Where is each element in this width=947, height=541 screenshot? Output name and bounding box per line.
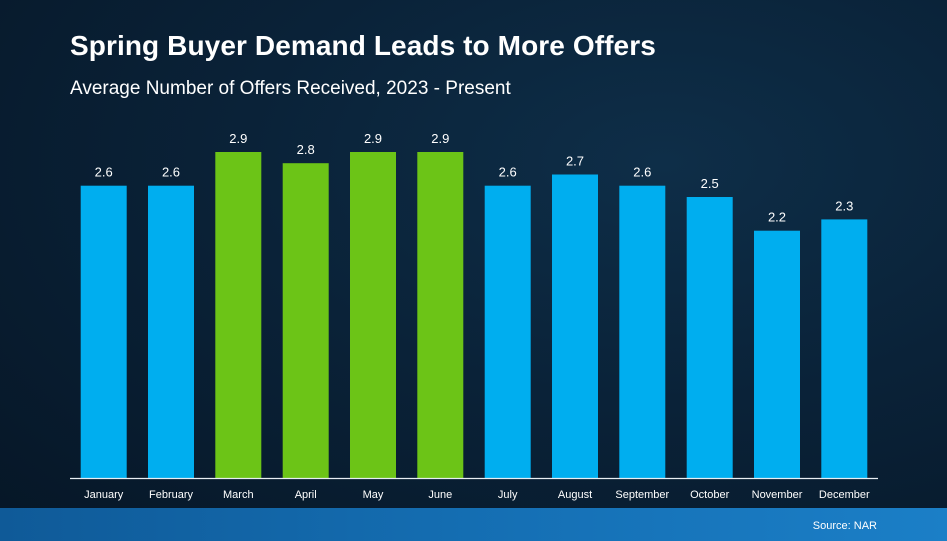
- data-label-june: 2.9: [431, 131, 449, 146]
- x-tick-label-february: February: [149, 489, 194, 501]
- bar-november: [754, 230, 800, 478]
- data-label-february: 2.6: [162, 165, 180, 180]
- bar-april: [282, 163, 329, 478]
- x-tick-label-october: October: [690, 489, 729, 501]
- x-tick-label-march: March: [223, 489, 254, 501]
- data-label-march: 2.9: [229, 131, 247, 146]
- x-tick-label-november: November: [752, 489, 803, 501]
- source-note: Source: NAR: [812, 520, 877, 532]
- x-tick-label-june: June: [428, 489, 452, 501]
- x-tick-label-april: April: [295, 489, 317, 501]
- bar-december: [821, 219, 868, 478]
- bar-july: [484, 185, 531, 478]
- bar-january: [80, 185, 127, 478]
- x-tick-label-december: December: [819, 489, 870, 501]
- chart-subtitle: Average Number of Offers Received, 2023 …: [70, 78, 511, 99]
- footer-band: [0, 508, 947, 541]
- data-label-may: 2.9: [364, 131, 382, 146]
- bar-march: [215, 152, 262, 478]
- data-label-september: 2.6: [633, 165, 651, 180]
- x-tick-label-august: August: [558, 489, 592, 501]
- data-label-october: 2.5: [701, 176, 719, 191]
- bar-may: [350, 152, 396, 478]
- chart-title: Spring Buyer Demand Leads to More Offers: [70, 30, 656, 61]
- x-tick-label-may: May: [363, 489, 384, 501]
- bar-august: [552, 174, 598, 478]
- data-label-april: 2.8: [297, 142, 315, 157]
- data-label-august: 2.7: [566, 154, 584, 169]
- x-tick-label-january: January: [84, 489, 124, 501]
- data-label-november: 2.2: [768, 210, 786, 225]
- data-label-july: 2.6: [499, 165, 517, 180]
- x-tick-label-september: September: [615, 489, 669, 501]
- data-label-january: 2.6: [95, 165, 113, 180]
- bar-february: [148, 185, 194, 478]
- bar-october: [686, 197, 733, 478]
- bar-june: [417, 152, 464, 478]
- data-label-december: 2.3: [835, 198, 853, 213]
- x-tick-label-july: July: [498, 489, 518, 501]
- bar-september: [619, 185, 666, 478]
